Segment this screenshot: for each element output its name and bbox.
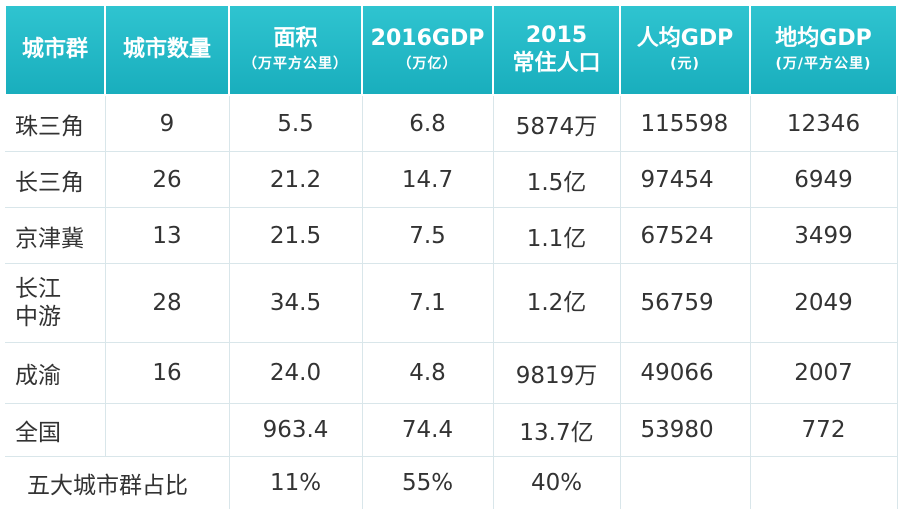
share-row: 五大城市群占比 11% 55% 40% bbox=[5, 457, 897, 509]
cell-name: 珠三角 bbox=[5, 95, 105, 152]
cell-gdp-per-area: 3499 bbox=[750, 208, 897, 264]
cell-gdp-per-capita: 53980 bbox=[620, 404, 750, 457]
cell-gdp: 7.5 bbox=[362, 208, 493, 264]
header-gdp-2016: 2016GDP （万亿） bbox=[362, 5, 493, 95]
cell-gdp: 4.8 bbox=[362, 343, 493, 404]
cell-gdp-per-area: 12346 bbox=[750, 95, 897, 152]
table-row: 京津冀 13 21.5 7.5 1.1亿 67524 3499 bbox=[5, 208, 897, 264]
cell-count bbox=[105, 404, 229, 457]
cell-name: 长三角 bbox=[5, 152, 105, 208]
cell-gdp-per-capita: 97454 bbox=[620, 152, 750, 208]
cell-area: 21.2 bbox=[229, 152, 362, 208]
cell-name: 京津冀 bbox=[5, 208, 105, 264]
cell-area: 963.4 bbox=[229, 404, 362, 457]
header-city-cluster: 城市群 bbox=[5, 5, 105, 95]
cell-name: 全国 bbox=[5, 404, 105, 457]
cell-gdp-per-capita: 115598 bbox=[620, 95, 750, 152]
cell-count: 16 bbox=[105, 343, 229, 404]
share-empty bbox=[750, 457, 897, 509]
share-empty bbox=[620, 457, 750, 509]
cell-gdp-per-area: 2007 bbox=[750, 343, 897, 404]
header-gdp-per-capita: 人均GDP (元) bbox=[620, 5, 750, 95]
city-cluster-table: 城市群 城市数量 面积 （万平方公里） 2016GDP （万亿） 2015 常住… bbox=[4, 4, 898, 509]
header-city-count: 城市数量 bbox=[105, 5, 229, 95]
table-row: 珠三角 9 5.5 6.8 5874万 115598 12346 bbox=[5, 95, 897, 152]
cell-population: 5874万 bbox=[493, 95, 620, 152]
cell-population: 1.2亿 bbox=[493, 264, 620, 343]
table-row: 长江 中游 28 34.5 7.1 1.2亿 56759 2049 bbox=[5, 264, 897, 343]
cell-gdp: 74.4 bbox=[362, 404, 493, 457]
share-gdp: 55% bbox=[362, 457, 493, 509]
cell-area: 24.0 bbox=[229, 343, 362, 404]
cell-gdp-per-capita: 49066 bbox=[620, 343, 750, 404]
cell-population: 1.5亿 bbox=[493, 152, 620, 208]
cell-count: 9 bbox=[105, 95, 229, 152]
cell-population: 13.7亿 bbox=[493, 404, 620, 457]
table-row: 全国 963.4 74.4 13.7亿 53980 772 bbox=[5, 404, 897, 457]
cell-gdp-per-capita: 56759 bbox=[620, 264, 750, 343]
cell-name-line: 中游 bbox=[15, 303, 105, 331]
cell-count: 28 bbox=[105, 264, 229, 343]
cell-population: 1.1亿 bbox=[493, 208, 620, 264]
cell-name: 成渝 bbox=[5, 343, 105, 404]
cell-gdp: 6.8 bbox=[362, 95, 493, 152]
share-label: 五大城市群占比 bbox=[5, 457, 229, 509]
cell-gdp-per-area: 6949 bbox=[750, 152, 897, 208]
table-row: 长三角 26 21.2 14.7 1.5亿 97454 6949 bbox=[5, 152, 897, 208]
cell-gdp: 7.1 bbox=[362, 264, 493, 343]
cell-area: 5.5 bbox=[229, 95, 362, 152]
header-area: 面积 （万平方公里） bbox=[229, 5, 362, 95]
cell-name-line: 长江 bbox=[15, 275, 105, 303]
cell-gdp-per-area: 2049 bbox=[750, 264, 897, 343]
share-population: 40% bbox=[493, 457, 620, 509]
cell-gdp-per-capita: 67524 bbox=[620, 208, 750, 264]
share-area: 11% bbox=[229, 457, 362, 509]
cell-area: 34.5 bbox=[229, 264, 362, 343]
header-gdp-per-area: 地均GDP (万/平方公里) bbox=[750, 5, 897, 95]
cell-name: 长江 中游 bbox=[5, 264, 105, 343]
cell-gdp: 14.7 bbox=[362, 152, 493, 208]
cell-population: 9819万 bbox=[493, 343, 620, 404]
cell-area: 21.5 bbox=[229, 208, 362, 264]
header-row: 城市群 城市数量 面积 （万平方公里） 2016GDP （万亿） 2015 常住… bbox=[5, 5, 897, 95]
cell-gdp-per-area: 772 bbox=[750, 404, 897, 457]
cell-count: 26 bbox=[105, 152, 229, 208]
table-row: 成渝 16 24.0 4.8 9819万 49066 2007 bbox=[5, 343, 897, 404]
header-population-2015: 2015 常住人口 bbox=[493, 5, 620, 95]
cell-count: 13 bbox=[105, 208, 229, 264]
